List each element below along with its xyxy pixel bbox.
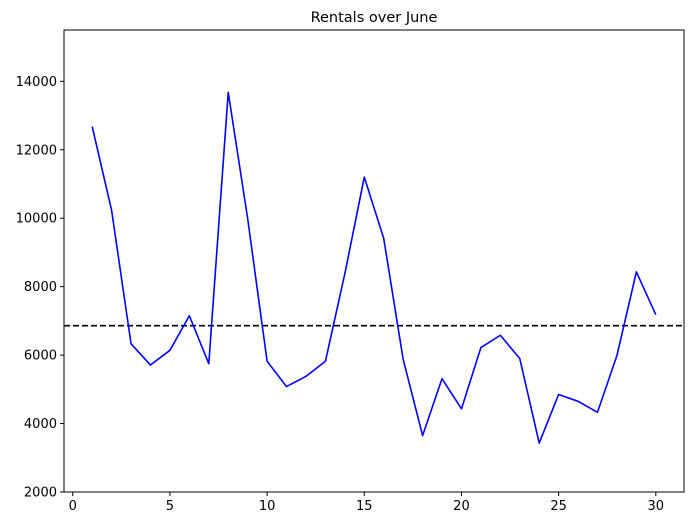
plot-frame: [64, 30, 684, 492]
chart-title: Rentals over June: [311, 10, 438, 26]
rentals-series-line: [92, 92, 656, 443]
y-tick-label: 2000: [24, 486, 57, 501]
x-tick-label: 10: [259, 499, 276, 514]
y-tick-label: 14000: [16, 75, 57, 90]
x-tick-label: 20: [453, 499, 470, 514]
x-axis: 0 5 10 15 20 25 30: [69, 492, 664, 514]
y-axis: 2000 4000 6000 8000 10000 12000 14000: [16, 75, 64, 501]
y-tick-label: 10000: [16, 212, 57, 227]
y-tick-label: 12000: [16, 143, 57, 158]
y-tick-label: 4000: [24, 417, 57, 432]
x-tick-label: 30: [648, 499, 665, 514]
x-tick-label: 15: [356, 499, 373, 514]
x-tick-label: 5: [166, 499, 174, 514]
series-layer: [92, 92, 656, 443]
y-tick-label: 8000: [24, 280, 57, 295]
y-tick-label: 6000: [24, 349, 57, 364]
x-tick-label: 25: [550, 499, 567, 514]
x-tick-label: 0: [69, 499, 77, 514]
